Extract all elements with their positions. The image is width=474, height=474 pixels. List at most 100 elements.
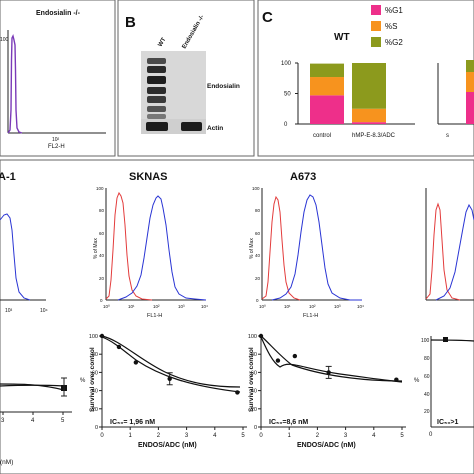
hist-sknas-xlabel: FL1-H [147, 313, 162, 319]
surv-sknas-fit-b [101, 336, 241, 393]
surv-a673-xlabel: ENDOS/ADC (nM) [297, 442, 356, 449]
surv-left-percent: % [80, 378, 86, 384]
surv-left-xtick: 5 [61, 418, 65, 424]
hist-a673-control-curve [261, 195, 301, 301]
bottom-panels-frame [0, 159, 474, 474]
hist-sknas: % of Max FL1-H 0 20 40 60 80 100 10⁰ 10¹… [93, 186, 208, 319]
y-tick-label: 60 [251, 370, 257, 376]
survival-right-partial: 100 80 60 40 20 IC₅₀>1 0 [421, 336, 474, 438]
y-tick-label: 80 [92, 352, 98, 358]
surv-sknas-ticks: 0 20 40 60 80 100 0 1 2 3 4 5 [89, 334, 246, 439]
panel-c-letter: C [262, 9, 273, 26]
y-tick-label: 20 [251, 407, 257, 413]
bar-g1-treated [352, 122, 386, 124]
bar-s-treated [352, 108, 386, 123]
panel-a-histogram-peak [7, 33, 23, 134]
x-tick-label: 4 [213, 433, 217, 439]
bar-s-control [310, 77, 344, 96]
xtick: 10⁰ [103, 304, 110, 309]
surv-right-ytick: 60 [424, 374, 430, 380]
x-tick-label: 2 [157, 433, 161, 439]
x-tick-label: 3 [185, 433, 189, 439]
panel-b: B WT Endosialin -/- Endosialin Actin [117, 0, 255, 157]
hist-title-sknas: SKNAS [129, 171, 168, 183]
partial-category-label: s [446, 133, 449, 139]
x-tick-label: 5 [241, 433, 245, 439]
data-point [258, 333, 264, 339]
hist-a673-ylabel: % of Max [249, 238, 255, 259]
xtick: 10¹ [128, 304, 135, 309]
panel-b-frame [117, 0, 255, 157]
ytick: 0 [100, 298, 103, 303]
surv-right-xtick: 0 [429, 432, 433, 438]
actin-band-ko [181, 122, 202, 131]
hist-a673: % of Max FL1-H 0 20 40 60 80 100 10⁰ 10¹… [249, 186, 364, 319]
xtick: 10⁴ [357, 304, 364, 309]
panel-c-y-ticks: 0 50 100 [281, 61, 298, 128]
x-tick-label: 0 [100, 433, 104, 439]
hist-sknas-ticks: 0 20 40 60 80 100 10⁰ 10¹ 10² 10³ 10⁴ [96, 186, 208, 309]
legend-swatch-s [371, 21, 381, 31]
panel-c-ytick: 0 [284, 122, 288, 128]
data-point [292, 353, 298, 359]
bar-g2-control [310, 63, 344, 78]
data-point [99, 333, 105, 339]
panel-c-ytick: 100 [281, 61, 292, 67]
surv-right-ytick: 40 [424, 392, 430, 398]
ytick: 60 [255, 231, 261, 236]
panel-a-xtick: 10² [52, 137, 60, 143]
surv-a673-ticks: 0 20 40 60 80 100 0 1 2 3 4 5 [248, 334, 405, 439]
x-tick-label: 5 [400, 433, 404, 439]
xtick: 10² [309, 304, 316, 309]
surv-left-xtick: 4 [31, 418, 35, 424]
panel-b-letter: B [125, 14, 136, 31]
panel-a-xlabel: FL2-H [48, 144, 65, 150]
y-tick-label: 60 [92, 370, 98, 376]
hist-sknas-endos-curve [117, 195, 207, 301]
panel-a: Endosialin -/- 100 10² FL2-H [0, 0, 116, 157]
data-point [394, 377, 399, 382]
panel-c-title: WT [334, 32, 350, 43]
hist-sknas-ylabel: % of Max [93, 238, 99, 259]
hist-a673-ticks: 0 20 40 60 80 100 10⁰ 10¹ 10² 10³ 10⁴ [252, 186, 364, 309]
xtick: 10³ [334, 304, 341, 309]
surv-a673-percent: % [414, 378, 420, 384]
y-tick-label: 100 [248, 334, 257, 340]
y-tick-label: 0 [254, 425, 257, 431]
bar-g2-treated [352, 63, 386, 109]
panel-c: C WT 0 50 100 control hMP-E-8.3/ADC %G1 … [257, 0, 474, 157]
hist-left-xtick: 10⁴ [40, 308, 48, 314]
endosialin-bands [147, 58, 166, 119]
ytick: 20 [99, 276, 105, 281]
ic50-a673: IC₅₀=8,6 nM [269, 419, 308, 426]
band-label-endosialin: Endosialin [207, 83, 240, 90]
ytick: 100 [252, 186, 260, 191]
ytick: 0 [256, 298, 259, 303]
surv-a673-fit-b [260, 336, 403, 383]
x-tick-label: 3 [344, 433, 348, 439]
panel-c-ytick: 50 [284, 92, 291, 98]
legend-label-s: %S [385, 22, 397, 31]
ytick: 80 [99, 208, 105, 213]
ytick: 60 [99, 231, 105, 236]
surv-right-ytick: 20 [424, 409, 430, 415]
ytick: 40 [255, 253, 261, 258]
xtick: 10² [153, 304, 160, 309]
y-tick-label: 40 [251, 389, 257, 395]
surv-sknas-xlabel: ENDOS/ADC (nM) [138, 442, 197, 449]
surv-left-xtick: 3 [1, 418, 5, 424]
category-label: hMP-E-8.3/ADC [352, 133, 396, 139]
lane-label-wt: WT [158, 37, 168, 48]
hist-a673-xlabel: FL1-H [303, 313, 318, 319]
ytick: 20 [255, 276, 261, 281]
y-tick-label: 80 [251, 352, 257, 358]
surv-sknas-ylabel: Survival over control [89, 347, 96, 412]
y-tick-label: 20 [92, 407, 98, 413]
surv-a673-ylabel: Survival over control [248, 347, 255, 412]
data-point [116, 344, 122, 350]
y-tick-label: 40 [92, 389, 98, 395]
surv-a673-points [258, 333, 399, 382]
x-tick-label: 2 [316, 433, 320, 439]
legend-label-g2: %G2 [385, 38, 403, 47]
